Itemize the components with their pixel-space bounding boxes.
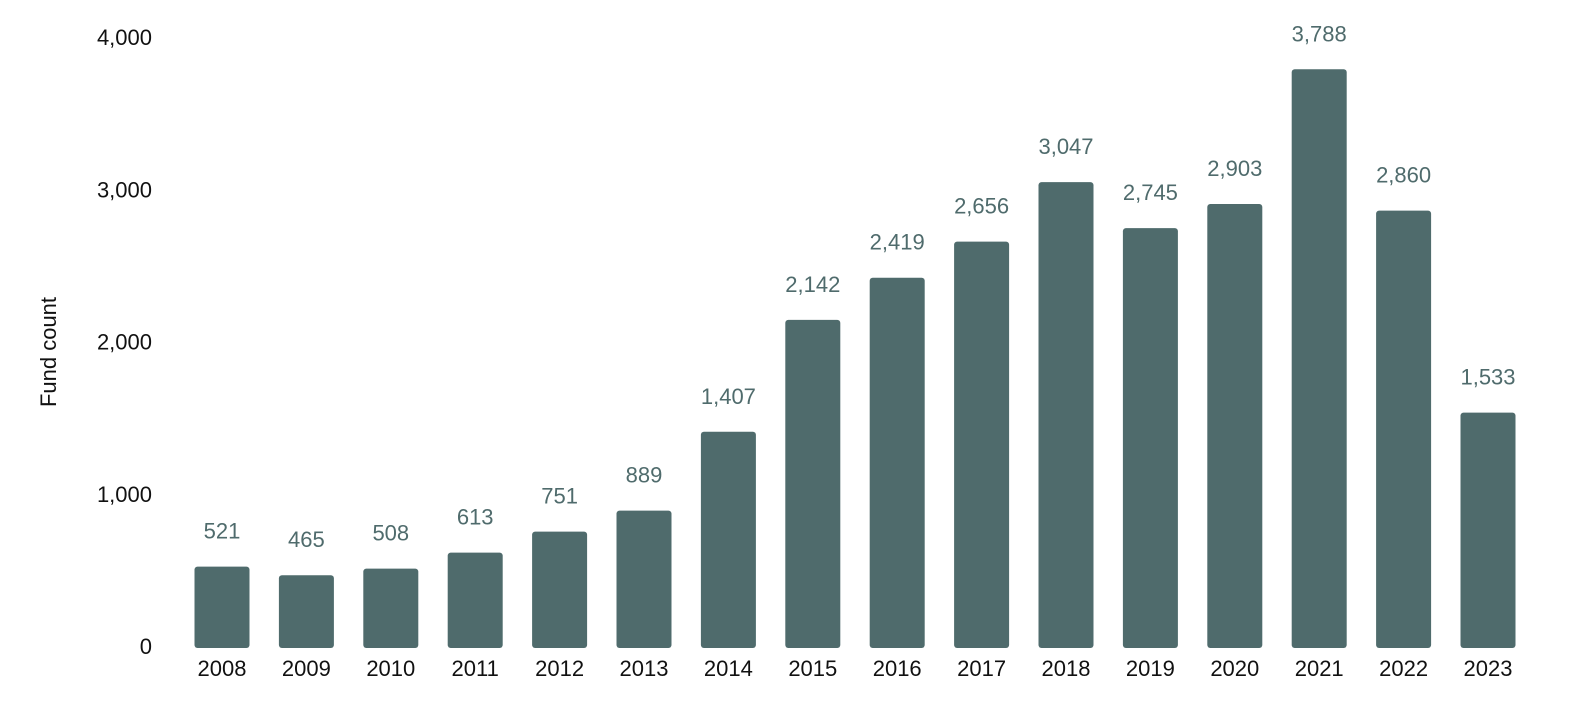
bar-value-label: 2,419 bbox=[870, 230, 925, 255]
y-tick-label: 2,000 bbox=[97, 330, 152, 355]
bar bbox=[1376, 210, 1432, 648]
y-axis-ticks: 0 1,000 2,000 3,000 4,000 bbox=[97, 25, 152, 659]
bar bbox=[278, 575, 334, 648]
bar-value-label: 2,860 bbox=[1376, 163, 1431, 188]
x-tick-label: 2018 bbox=[1042, 656, 1091, 681]
x-tick-label: 2015 bbox=[788, 656, 837, 681]
x-tick-label: 2023 bbox=[1464, 656, 1513, 681]
bar bbox=[616, 510, 672, 648]
bar bbox=[954, 241, 1010, 648]
x-tick-label: 2012 bbox=[535, 656, 584, 681]
y-tick-label: 3,000 bbox=[97, 177, 152, 202]
x-tick-label: 2010 bbox=[366, 656, 415, 681]
bar-value-label: 3,788 bbox=[1292, 21, 1347, 46]
bar-value-label: 508 bbox=[372, 521, 409, 546]
bar-value-label: 3,047 bbox=[1038, 134, 1093, 159]
bar bbox=[869, 277, 925, 648]
bar bbox=[700, 431, 756, 648]
bar bbox=[1460, 412, 1516, 648]
bar bbox=[363, 568, 419, 648]
bar bbox=[785, 319, 841, 648]
bar bbox=[1122, 228, 1178, 649]
y-axis-label: Fund count bbox=[36, 297, 61, 407]
x-tick-label: 2009 bbox=[282, 656, 331, 681]
x-tick-label: 2008 bbox=[198, 656, 247, 681]
x-tick-label: 2013 bbox=[620, 656, 669, 681]
bar bbox=[1038, 182, 1094, 649]
bar-value-label: 613 bbox=[457, 505, 494, 530]
y-tick-label: 4,000 bbox=[97, 25, 152, 50]
bar-value-label: 2,745 bbox=[1123, 180, 1178, 205]
y-tick-label: 0 bbox=[140, 634, 152, 659]
bar-value-label: 889 bbox=[626, 463, 663, 488]
data-labels-group: 521 465 508 613 751 889 1,407 2,142 2,419 2,656 3,… bbox=[204, 21, 1516, 552]
bar bbox=[1207, 204, 1263, 648]
x-tick-label: 2022 bbox=[1379, 656, 1428, 681]
x-tick-label: 2021 bbox=[1295, 656, 1344, 681]
bar-value-label: 751 bbox=[541, 484, 578, 509]
bar-value-label: 2,142 bbox=[785, 272, 840, 297]
x-tick-label: 2011 bbox=[452, 656, 499, 681]
bar-value-label: 1,533 bbox=[1460, 365, 1515, 390]
bar-value-label: 2,656 bbox=[954, 194, 1009, 219]
x-axis-ticks: 2008 2009 2010 2011 2012 2013 2014 2015 2016 2017… bbox=[198, 656, 1513, 681]
bar bbox=[532, 531, 588, 648]
bar-value-label: 521 bbox=[204, 519, 241, 544]
y-tick-label: 1,000 bbox=[97, 482, 152, 507]
bar-value-label: 1,407 bbox=[701, 384, 756, 409]
x-tick-label: 2020 bbox=[1210, 656, 1259, 681]
x-tick-label: 2014 bbox=[704, 656, 753, 681]
bar-value-label: 2,903 bbox=[1207, 156, 1262, 181]
bar bbox=[194, 566, 250, 648]
bars-group bbox=[194, 69, 1516, 649]
bar bbox=[447, 552, 503, 648]
x-tick-label: 2017 bbox=[957, 656, 1006, 681]
x-tick-label: 2016 bbox=[873, 656, 922, 681]
x-tick-label: 2019 bbox=[1126, 656, 1175, 681]
bar-value-label: 465 bbox=[288, 527, 325, 552]
bar bbox=[1291, 69, 1347, 649]
